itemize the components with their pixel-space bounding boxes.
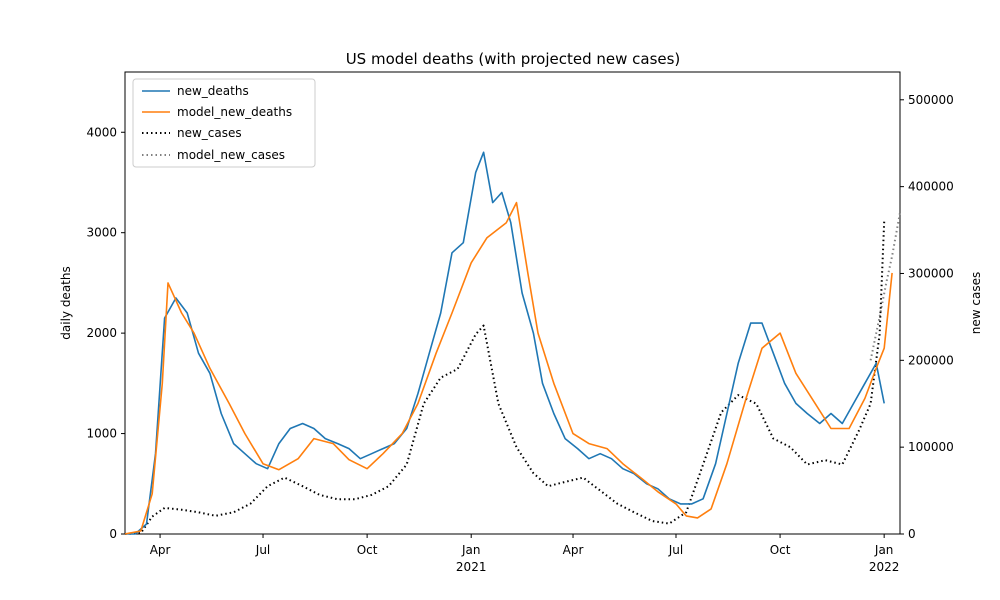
series-layer [124,151,901,535]
y-axis-right-label: new cases [969,272,983,334]
y2-tick-label: 0 [908,527,916,541]
series-line-model-new-deaths [124,201,893,535]
legend-label-new-deaths: new_deaths [177,84,249,98]
y-axis-left: 0 1000 2000 3000 4000 [86,125,125,541]
x-tick-year-label: 2022 [869,560,900,574]
y-tick-label: 1000 [86,427,117,441]
chart-title: US model deaths (with projected new case… [346,50,681,68]
x-tick-label: Jan [461,543,481,557]
x-tick-label: Apr [563,543,584,557]
series-line-new-deaths [125,151,885,535]
y-tick-label: 3000 [86,226,117,240]
legend: new_deaths model_new_deaths new_cases mo… [132,78,316,168]
x-tick-label: Oct [770,543,791,557]
x-tick-label: Jul [668,543,683,557]
x-axis: Apr Jul Oct Jan 2021 Apr Jul Oct Jan 2022 [150,534,900,574]
legend-label-new-cases: new_cases [177,126,242,140]
y2-tick-label: 500000 [908,93,954,107]
y-tick-label: 4000 [86,125,117,139]
y2-tick-label: 300000 [908,266,954,280]
y2-tick-label: 200000 [908,353,954,367]
y-axis-right: 0 100000 200000 300000 400000 500000 [900,93,954,541]
legend-label-model-new-cases: model_new_cases [177,148,285,162]
y-tick-label: 2000 [86,326,117,340]
legend-box [132,78,316,168]
y-axis-left-label: daily deaths [59,266,73,339]
x-tick-label: Jan [874,543,894,557]
x-tick-label: Apr [150,543,171,557]
x-tick-label: Oct [357,543,378,557]
legend-label-model-new-deaths: model_new_deaths [177,105,292,119]
y-tick-label: 0 [109,527,117,541]
x-tick-label: Jul [255,543,270,557]
series-line-new-cases [124,221,886,535]
y2-tick-label: 400000 [908,180,954,194]
y2-tick-label: 100000 [908,440,954,454]
x-tick-year-label: 2021 [456,560,487,574]
